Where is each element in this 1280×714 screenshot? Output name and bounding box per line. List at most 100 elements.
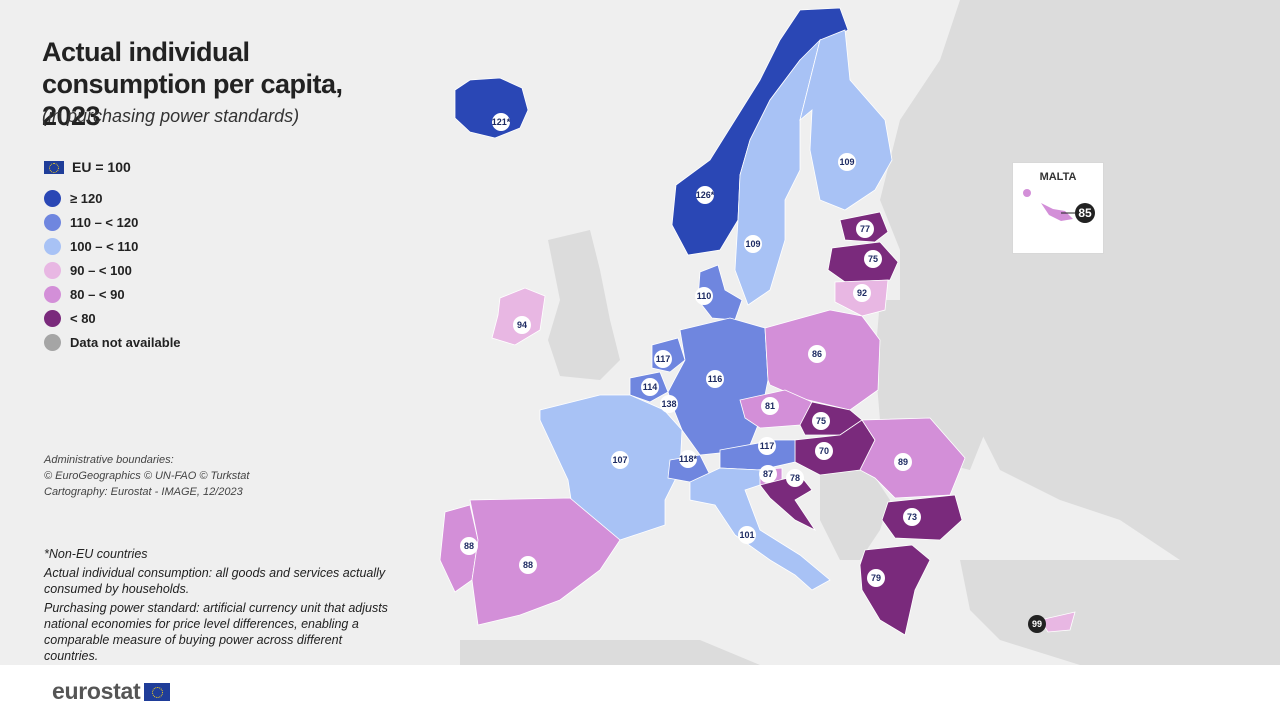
country-greece — [859, 544, 931, 636]
value-badge-switzerland: 118* — [679, 450, 698, 468]
country-latvia — [827, 241, 899, 283]
value-label: 138 — [661, 399, 676, 409]
value-label: 81 — [765, 401, 775, 411]
value-badge-cyprus: 99 — [1028, 615, 1046, 633]
eu-flag-icon — [44, 160, 64, 174]
value-label: 110 — [697, 291, 712, 301]
legend-label: 80 – < 90 — [70, 286, 125, 302]
value-label: 116 — [708, 374, 723, 384]
value-badge-circle — [519, 556, 537, 574]
value-badge-circle — [786, 469, 804, 487]
legend-swatch — [44, 237, 61, 255]
value-badge-circle — [660, 395, 678, 413]
malta-inset-map: 85 — [1023, 189, 1095, 223]
admin-line: © EuroGeographics © UN-FAO © Turkstat — [44, 470, 250, 482]
value-badge-circle — [738, 526, 756, 544]
legend-item: 80 – < 90 — [44, 282, 181, 306]
land-turkey — [960, 560, 1280, 665]
inset-title: MALTA — [1039, 171, 1077, 183]
legend-items: ≥ 120 110 – < 120 100 – < 110 90 – < 100 80 … — [44, 186, 181, 354]
admin-boundaries-credit: Administrative boundaries: © EuroGeograp… — [44, 452, 249, 500]
value-badge-circle — [744, 235, 762, 253]
value-badge-circle — [894, 453, 912, 471]
admin-line: Cartography: Eurostat - IMAGE, 12/2023 — [44, 486, 243, 498]
land-uk — [548, 230, 620, 380]
value-badge-circle — [492, 113, 510, 131]
value-label: 87 — [763, 469, 773, 479]
value-badge-slovakia: 75 — [812, 412, 830, 430]
legend-label: 110 – < 120 — [70, 214, 139, 230]
malta-value: 85 — [1078, 206, 1092, 220]
value-badge-circle — [654, 350, 672, 368]
value-label: 75 — [816, 416, 826, 426]
footer-bar — [0, 665, 1280, 714]
value-badge-denmark: 110 — [695, 287, 713, 305]
legend-item: 90 – < 100 — [44, 258, 181, 282]
value-label: 117 — [760, 441, 775, 451]
value-badge-circle — [1028, 615, 1046, 633]
value-badge-iceland: 121* — [492, 113, 511, 131]
legend-item: < 80 — [44, 306, 181, 330]
malta-value-badge — [1075, 203, 1095, 223]
value-label: 70 — [819, 446, 829, 456]
value-badge-estonia: 77 — [856, 220, 874, 238]
value-badge-circle — [867, 569, 885, 587]
eurostat-chevron-graphic — [1080, 597, 1280, 646]
legend-label: 100 – < 110 — [70, 238, 139, 254]
legend-swatch — [44, 333, 61, 351]
value-label: 109 — [745, 239, 760, 249]
legend-item: 110 – < 120 — [44, 210, 181, 234]
country-cyprus — [1039, 611, 1076, 633]
value-label: 99 — [1032, 619, 1042, 629]
value-label: 86 — [812, 349, 822, 359]
logo-text: eurostat — [52, 678, 141, 704]
value-badge-circle — [641, 378, 659, 396]
value-label: 92 — [857, 288, 867, 298]
value-badge-circle — [679, 450, 697, 468]
value-label: 79 — [871, 573, 881, 583]
admin-line: Administrative boundaries: — [44, 454, 174, 466]
value-badge-circle — [695, 287, 713, 305]
value-badge-circle — [611, 451, 629, 469]
value-badge-france: 107 — [611, 451, 629, 469]
value-badge-circle — [864, 250, 882, 268]
value-label: 109 — [839, 157, 854, 167]
legend-label: 90 – < 100 — [70, 262, 132, 278]
footnote: Purchasing power standard: artificial cu… — [44, 601, 388, 663]
value-badge-circle — [903, 508, 921, 526]
value-label: 88 — [464, 541, 474, 551]
footnote: *Non-EU countries — [44, 547, 148, 561]
legend-eu-label: EU = 100 — [72, 159, 131, 175]
value-badge-circle — [808, 345, 826, 363]
value-badge-sweden: 109 — [744, 235, 762, 253]
value-badge-slovenia: 87 — [759, 465, 777, 483]
country-finland — [799, 29, 893, 211]
value-badge-latvia: 75 — [864, 250, 882, 268]
value-label: 118* — [679, 454, 698, 464]
country-bulgaria — [881, 494, 963, 541]
value-badge-italy: 101 — [738, 526, 756, 544]
value-label: 94 — [517, 320, 527, 330]
footnote: Actual individual consumption: all goods… — [44, 566, 386, 596]
legend-item: 100 – < 110 — [44, 234, 181, 258]
value-badge-bulgaria: 73 — [903, 508, 921, 526]
value-label: 75 — [868, 254, 878, 264]
value-badge-circle — [853, 284, 871, 302]
legend-swatch — [44, 309, 61, 327]
value-badge-ireland: 94 — [513, 316, 531, 334]
legend-item: Data not available — [44, 330, 181, 354]
value-badge-romania: 89 — [894, 453, 912, 471]
value-label: 77 — [860, 224, 870, 234]
value-badge-austria: 117 — [758, 437, 776, 455]
legend-label: < 80 — [70, 310, 96, 326]
value-label: 101 — [739, 530, 754, 540]
country-spain — [469, 497, 621, 626]
value-label: 126* — [696, 190, 715, 200]
value-badge-luxembourg: 138 — [660, 395, 678, 413]
legend-swatch — [44, 285, 61, 303]
eu-flag-icon — [144, 682, 171, 701]
eurostat-logo: eurostat — [52, 678, 171, 705]
value-badge-portugal: 88 — [460, 537, 478, 555]
country-ireland — [491, 287, 546, 346]
